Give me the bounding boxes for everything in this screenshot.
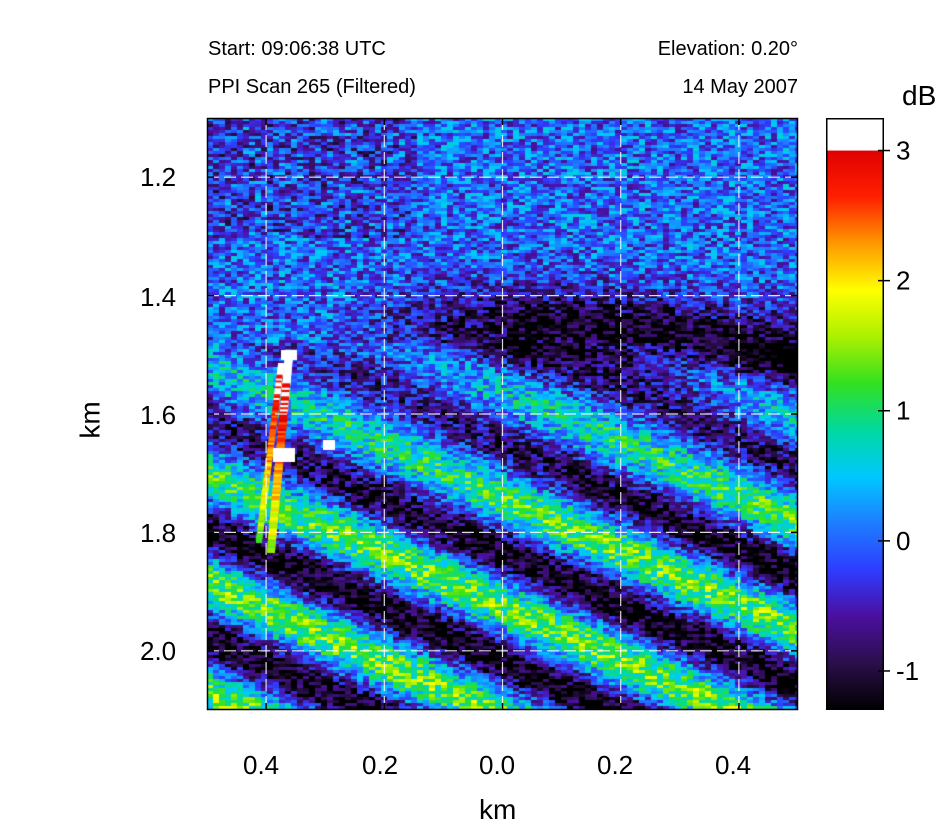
colorbar-svg: 3 2 1 0 -1 xyxy=(826,118,919,710)
colorbar-tick-label: 0 xyxy=(896,526,910,556)
x-tick-label: 0.2 xyxy=(362,750,399,780)
y-axis-title: km xyxy=(74,401,106,439)
colorbar-saturation xyxy=(826,118,884,151)
y-tick-label: 1.2 xyxy=(140,162,177,192)
elevation-label: Elevation: 0.20° xyxy=(657,38,798,60)
colorbar-tick-label: 2 xyxy=(896,266,910,296)
colorbar-gradient xyxy=(826,150,884,710)
y-tick-label: 2.0 xyxy=(140,636,177,666)
start-time-label: Start: 09:06:38 UTC xyxy=(208,38,386,60)
colorbar-tick-label: 1 xyxy=(896,396,910,426)
x-tick-label: 0.4 xyxy=(715,750,752,780)
y-tick-label: 1.6 xyxy=(140,400,177,430)
colorbar-tick-label: 3 xyxy=(896,136,910,166)
x-tick-label: 0.4 xyxy=(243,750,280,780)
scan-title: PPI Scan 265 (Filtered) xyxy=(208,76,416,98)
y-tick-label: 1.4 xyxy=(140,282,177,312)
x-tick-label: 0.2 xyxy=(597,750,634,780)
plot-frame xyxy=(206,117,799,711)
y-tick-label: 1.8 xyxy=(140,518,177,548)
colorbar: 3 2 1 0 -1 xyxy=(826,118,919,710)
radar-plot-area xyxy=(206,117,799,711)
colorbar-tick-label: -1 xyxy=(896,656,919,686)
colorbar-unit-label: dB xyxy=(902,80,937,111)
x-tick-label: 0.0 xyxy=(479,750,516,780)
plot-overlay xyxy=(206,117,799,711)
colorbar-frame xyxy=(826,118,884,710)
date-label: 14 May 2007 xyxy=(682,76,798,98)
x-axis-title: km xyxy=(479,794,517,825)
